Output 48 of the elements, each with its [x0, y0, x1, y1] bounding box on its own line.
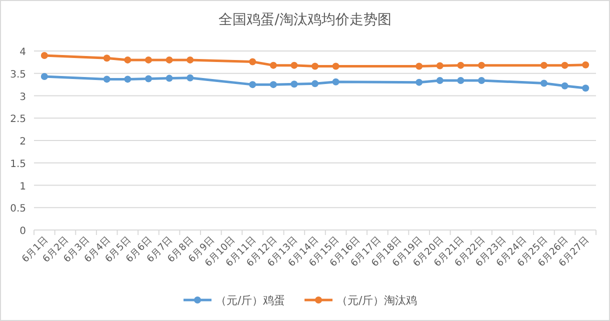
point: [582, 84, 590, 92]
legend-label: （元/斤）鸡蛋: [216, 294, 286, 307]
point: [561, 62, 568, 69]
point: [144, 56, 152, 64]
point: [540, 80, 548, 87]
point: [124, 56, 132, 64]
point: [582, 61, 590, 68]
point: [540, 62, 548, 69]
point: [249, 81, 256, 88]
point: [166, 74, 173, 82]
point: [290, 80, 298, 88]
point: [416, 62, 423, 70]
point: [270, 62, 277, 69]
point: [249, 58, 256, 66]
y-tick-label: 3: [20, 92, 26, 103]
point: [561, 82, 568, 90]
y-tick-label: 4: [20, 47, 26, 58]
point: [457, 77, 464, 84]
point: [416, 78, 423, 86]
point: [436, 62, 444, 70]
point: [186, 56, 194, 64]
y-tick-label: 1.5: [10, 158, 26, 170]
point: [103, 54, 110, 62]
y-tick-label: 0.5: [10, 204, 26, 215]
point: [312, 62, 318, 70]
point: [436, 77, 444, 84]
point: [166, 56, 173, 64]
point: [332, 78, 340, 86]
point: [270, 81, 277, 88]
point: [332, 62, 340, 70]
point: [40, 73, 48, 80]
y-tick-label: 1: [20, 181, 26, 192]
point: [290, 62, 298, 69]
point: [478, 77, 486, 84]
title: 全国鸡蛋/淘汰鸡均价走势图: [218, 12, 392, 28]
point: [124, 76, 132, 83]
point: [186, 74, 194, 82]
point: [457, 62, 464, 69]
point: [312, 80, 318, 88]
point: [103, 76, 110, 83]
point: [478, 62, 486, 69]
y-tick-label: 2: [20, 136, 26, 148]
point: [144, 75, 152, 82]
y-tick-label: 2.5: [10, 114, 26, 126]
legend-label: （元/斤）淘汰鸡: [336, 294, 418, 307]
point: [40, 52, 48, 59]
y-tick-label: 3.5: [10, 69, 26, 80]
y-tick-label: 0: [20, 226, 26, 237]
